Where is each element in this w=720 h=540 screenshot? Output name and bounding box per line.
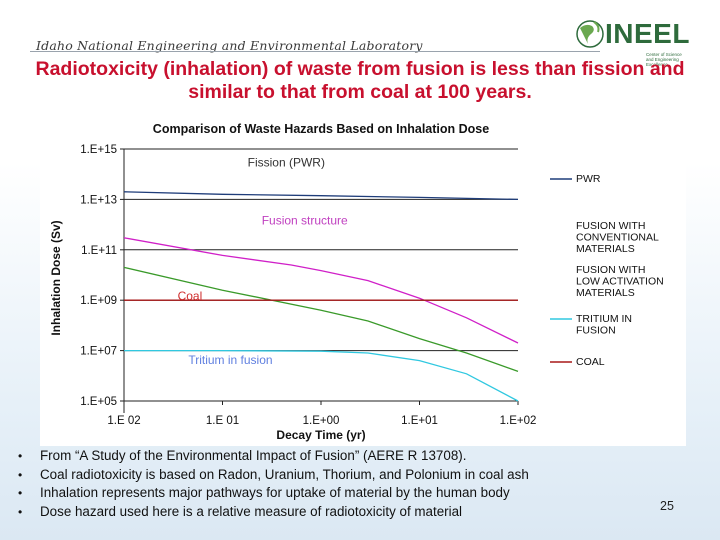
bullet-item: Dose hazard used here is a relative meas… bbox=[18, 503, 658, 522]
y-tick-label: 1.E+07 bbox=[80, 346, 117, 358]
bullet-item: Coal radiotoxicity is based on Radon, Ur… bbox=[18, 466, 658, 485]
x-tick-label: 1.E+02 bbox=[500, 415, 537, 427]
globe-icon bbox=[576, 20, 604, 48]
y-tick-label: 1.E+13 bbox=[80, 194, 117, 206]
chart-title: Comparison of Waste Hazards Based on Inh… bbox=[153, 122, 489, 136]
legend-label-line: FUSION WITH bbox=[576, 264, 645, 276]
series-line-fusion-low-activation bbox=[123, 266, 519, 373]
legend-label-line: TRITIUM IN bbox=[576, 313, 632, 325]
legend-label-line: PWR bbox=[576, 173, 601, 185]
lab-name: Idaho National Engineering and Environme… bbox=[36, 38, 423, 53]
annotation-label: Fission (PWR) bbox=[248, 156, 325, 170]
legend-label: TRITIUM IN FUSION bbox=[576, 313, 632, 337]
logo-subtext: Center of Science and Engineering Excell… bbox=[646, 52, 682, 67]
slide-title: Radiotoxicity (inhalation) of waste from… bbox=[35, 58, 685, 103]
legend-label: FUSION WITH CONVENTIONAL MATERIALS bbox=[576, 220, 659, 255]
legend-label-line: CONVENTIONAL bbox=[576, 232, 659, 244]
legend-label: FUSION WITH LOW ACTIVATION MATERIALS bbox=[576, 264, 664, 299]
ineel-logo bbox=[576, 20, 604, 48]
waste-hazard-chart: Comparison of Waste Hazards Based on Inh… bbox=[49, 122, 664, 442]
legend-label-line: LOW ACTIVATION bbox=[576, 276, 664, 288]
logo-text: INEEL bbox=[605, 18, 690, 49]
y-axis-label: Inhalation Dose (Sv) bbox=[49, 220, 63, 335]
legend-label-line: FUSION bbox=[576, 325, 616, 337]
y-tick-label: 1.E+11 bbox=[81, 245, 117, 257]
annotation-label: Coal bbox=[178, 289, 203, 303]
x-tick-label: 1.E 02 bbox=[107, 415, 140, 427]
y-tick-label: 1.E+05 bbox=[80, 396, 117, 408]
series-line-fusion-conventional bbox=[123, 237, 519, 344]
legend-label-line: COAL bbox=[576, 356, 605, 368]
x-tick-label: 1.E 01 bbox=[206, 415, 239, 427]
bullet-list: From “A Study of the Environmental Impac… bbox=[18, 447, 658, 521]
page-number: 25 bbox=[660, 499, 674, 513]
x-axis-label: Decay Time (yr) bbox=[276, 428, 365, 442]
legend-label-line: MATERIALS bbox=[576, 243, 635, 255]
annotation-label: Tritium in fusion bbox=[188, 353, 272, 367]
legend-label: PWR bbox=[576, 173, 601, 185]
bullet-item: From “A Study of the Environmental Impac… bbox=[18, 447, 658, 466]
series-line-pwr bbox=[123, 191, 519, 201]
y-tick-label: 1.E+09 bbox=[80, 295, 117, 307]
legend-label: COAL bbox=[576, 356, 605, 368]
y-tick-label: 1.E+15 bbox=[80, 144, 117, 156]
legend-label-line: FUSION WITH bbox=[576, 220, 645, 232]
x-tick-label: 1.E+00 bbox=[303, 415, 340, 427]
header-divider bbox=[30, 51, 600, 52]
x-tick-label: 1.E+01 bbox=[401, 415, 438, 427]
bullet-item: Inhalation represents major pathways for… bbox=[18, 484, 658, 503]
annotation-label: Fusion structure bbox=[262, 214, 348, 228]
legend-label-line: MATERIALS bbox=[576, 287, 635, 299]
chart-panel: Comparison of Waste Hazards Based on Inh… bbox=[40, 118, 686, 446]
series-line-tritium bbox=[124, 349, 519, 402]
